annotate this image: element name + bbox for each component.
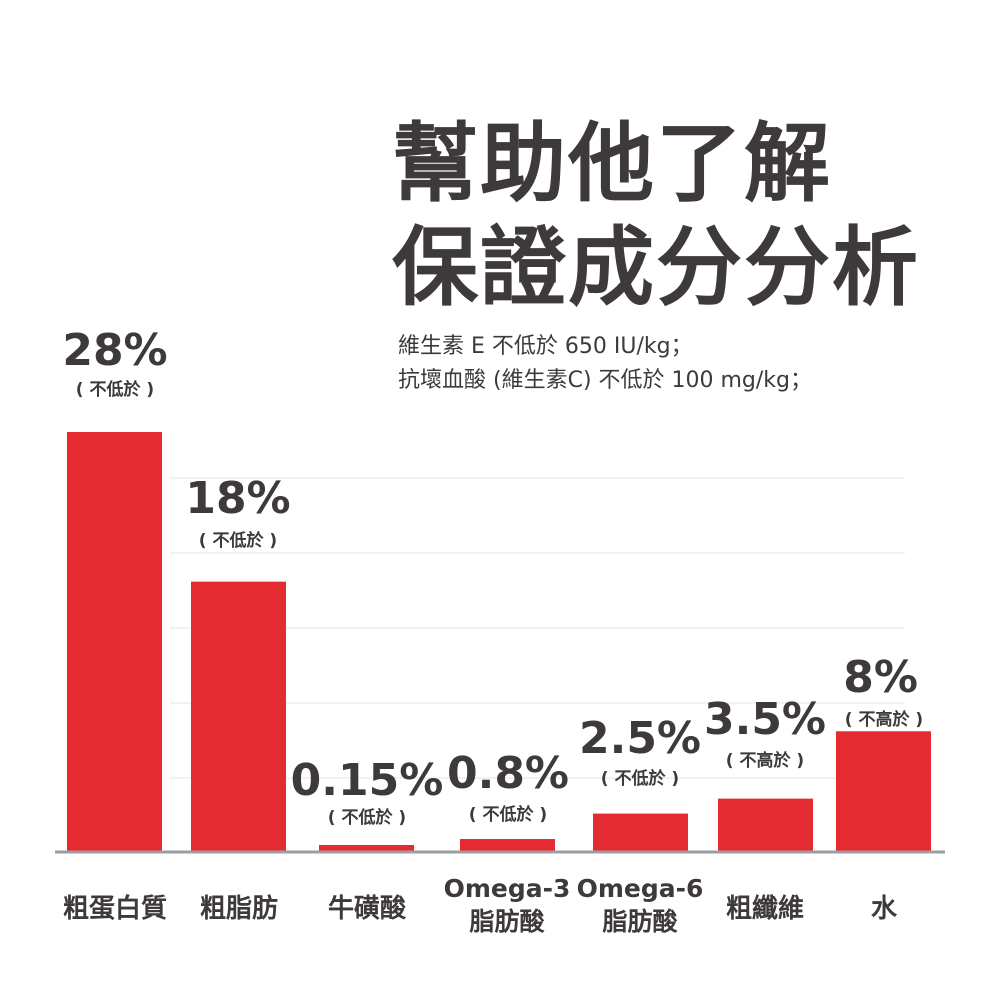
- data-label: 28%: [62, 325, 167, 376]
- data-label: 2.5%: [579, 713, 701, 764]
- data-label: 3.5%: [704, 694, 826, 745]
- title-line-1: 幫助他了解: [392, 114, 832, 214]
- data-qualifier: ( 不低於 ): [469, 804, 547, 825]
- bar: [593, 813, 688, 851]
- category-label: 水: [871, 894, 898, 924]
- bar: [836, 731, 931, 851]
- data-qualifier: ( 不高於 ): [845, 709, 923, 730]
- note-line-vitamin-e: 維生素 E 不低於 650 IU/kg；: [398, 334, 693, 359]
- bar: [191, 581, 286, 851]
- data-label: 0.8%: [447, 748, 569, 799]
- bar: [460, 839, 555, 851]
- category-label: 粗蛋白質: [63, 893, 167, 924]
- data-qualifier: ( 不高於 ): [726, 750, 804, 771]
- title-line-2: 保證成分分析: [392, 218, 920, 318]
- data-qualifier: ( 不低於 ): [199, 530, 277, 551]
- page-title: 幫助他了解 保證成分分析: [392, 112, 920, 320]
- category-label: 脂肪酸: [602, 907, 678, 936]
- bar: [67, 432, 162, 851]
- category-label: Omega-3: [444, 874, 571, 903]
- bar: [718, 798, 813, 851]
- data-qualifier: ( 不低於 ): [328, 807, 406, 828]
- data-qualifier: ( 不低於 ): [601, 768, 679, 789]
- category-label: 粗纖維: [726, 893, 804, 924]
- note-line-ascorbic-acid: 抗壞血酸 (維生素C) 不低於 100 mg/kg；: [398, 368, 813, 393]
- data-label: 0.15%: [291, 755, 444, 806]
- data-qualifier: ( 不低於 ): [76, 379, 154, 400]
- category-label: 粗脂肪: [200, 894, 278, 924]
- category-label: 脂肪酸: [469, 907, 545, 936]
- bar: [319, 845, 414, 851]
- vitamin-note: 維生素 E 不低於 650 IU/kg； 抗壞血酸 (維生素C) 不低於 100…: [398, 330, 812, 398]
- data-label: 18%: [185, 473, 290, 524]
- category-label: 牛磺酸: [328, 894, 407, 924]
- data-label: 8%: [843, 652, 918, 703]
- category-label: Omega-6: [577, 874, 704, 903]
